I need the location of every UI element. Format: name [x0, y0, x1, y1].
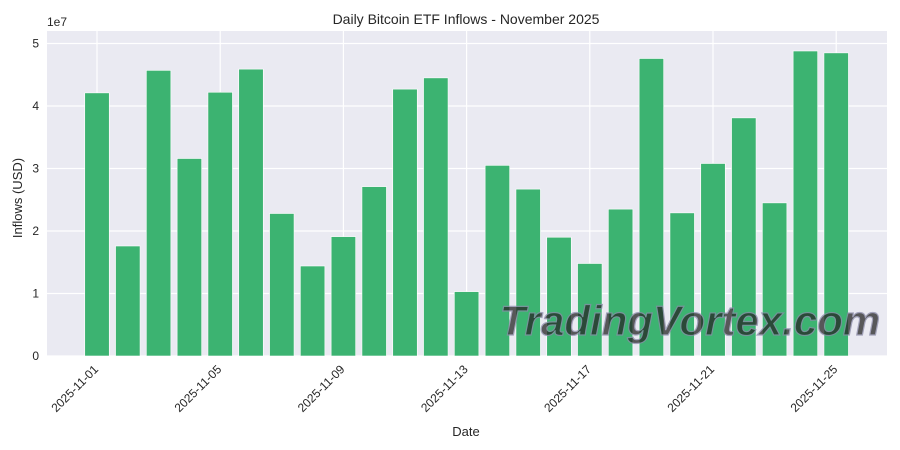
bar-2025-11-17	[577, 263, 603, 357]
bar-2025-11-15	[515, 188, 541, 357]
bar-2025-11-21	[700, 163, 726, 357]
bar-2025-11-11	[392, 88, 418, 357]
bar-2025-11-12	[423, 77, 449, 357]
bar-2025-11-13	[454, 291, 480, 357]
y-offset-label: 1e7	[47, 15, 67, 29]
watermark-logo: TradingVortex.com	[500, 297, 880, 344]
bar-2025-11-02	[115, 245, 141, 357]
bar-2025-11-06	[238, 68, 264, 357]
bar-2025-11-14	[484, 165, 510, 357]
x-tick-label: 2025-11-09	[295, 362, 348, 415]
y-tick-label: 2	[32, 224, 39, 238]
y-tick-label: 4	[32, 99, 39, 113]
y-tick-label: 1	[32, 287, 39, 301]
x-axis-label: Date	[452, 424, 479, 439]
bar-2025-11-09	[330, 236, 356, 357]
bar-2025-11-18	[608, 208, 634, 357]
bar-2025-11-05	[207, 91, 233, 357]
bar-2025-11-19	[638, 58, 664, 357]
x-tick-label: 2025-11-17	[541, 362, 594, 415]
bar-2025-11-03	[146, 70, 172, 357]
x-tick-label: 2025-11-25	[788, 362, 841, 415]
y-tick-label: 3	[32, 162, 39, 176]
chart-title: Daily Bitcoin ETF Inflows - November 202…	[333, 11, 600, 27]
bar-2025-11-07	[269, 213, 295, 357]
x-tick-label: 2025-11-21	[664, 362, 717, 415]
bar-2025-11-08	[300, 265, 326, 357]
bar-2025-11-25	[823, 52, 849, 357]
bar-2025-11-01	[84, 92, 110, 357]
x-tick-label: 2025-11-01	[48, 362, 101, 415]
y-axis-label: Inflows (USD)	[10, 158, 25, 238]
bar-2025-11-16	[546, 236, 572, 357]
bar-2025-11-24	[792, 50, 818, 357]
x-tick-label: 2025-11-13	[418, 362, 471, 415]
x-tick-label: 2025-11-05	[172, 362, 225, 415]
bar-2025-11-23	[762, 202, 788, 357]
bar-2025-11-10	[361, 186, 387, 357]
y-tick-label: 5	[32, 37, 39, 51]
y-tick-label: 0	[32, 349, 39, 363]
bar-2025-11-20	[669, 212, 695, 357]
bar-2025-11-22	[731, 117, 757, 357]
bar-2025-11-04	[176, 158, 202, 357]
